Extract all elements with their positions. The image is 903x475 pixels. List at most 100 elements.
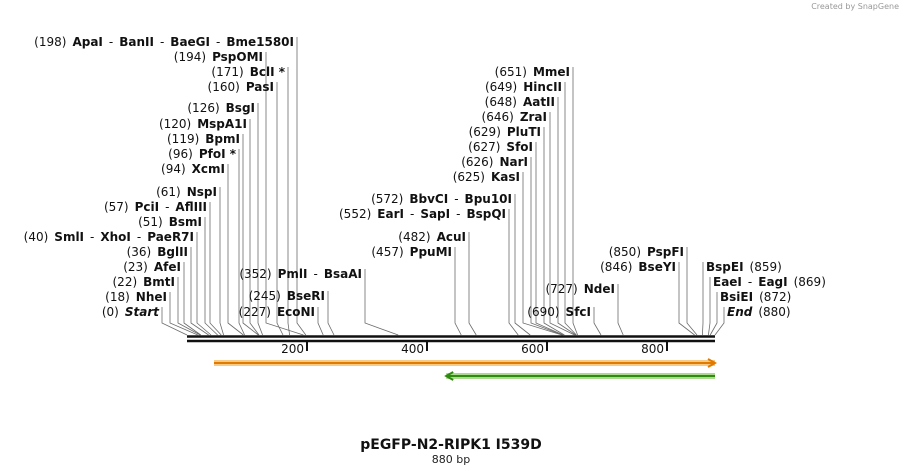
site-label-part: NdeI (578, 282, 615, 296)
site-label-part: PspOMI (206, 50, 263, 64)
site-label: (171) BclI * (211, 65, 285, 79)
site-line (617, 284, 624, 336)
site-line (276, 82, 284, 336)
site-label: BspEI (859) (706, 260, 782, 274)
site-label-part: XhoI (94, 230, 131, 244)
site-label-part: ApaI (66, 35, 102, 49)
axis-ticks: 200 400 600 800 (281, 341, 668, 356)
site-label-part: BpmI (199, 132, 240, 146)
site-line (177, 277, 201, 336)
site-label-part: (40) (24, 230, 49, 244)
features (214, 358, 718, 381)
tick-label: 600 (521, 342, 544, 356)
site-label-part: PfoI * (193, 147, 237, 161)
site-label-part: (22) (113, 275, 138, 289)
site-label: (648) AatII (485, 95, 555, 109)
site-label-part: PluTI (501, 125, 541, 139)
site-label-part: BsgI (220, 101, 255, 115)
site-label: (846) BseYI (600, 260, 676, 274)
site-label: EaeI - EagI (869) (713, 275, 826, 289)
site-label-part: BsaAI (318, 267, 362, 281)
site-label-part: ZraI (514, 110, 547, 124)
site-label-part: (872) (753, 290, 791, 304)
tick-label: 800 (641, 342, 664, 356)
site-label-part: (119) (167, 132, 199, 146)
site-line (227, 164, 244, 336)
site-line (204, 217, 218, 336)
site-label-part: BsmI (163, 215, 202, 229)
site-label: (625) KasI (453, 170, 520, 184)
site-label-part: (94) (161, 162, 186, 176)
site-label-part: (869) (788, 275, 826, 289)
site-label: (126) BsgI (187, 101, 255, 115)
site-line (219, 187, 224, 336)
site-label-part: MspA1I (191, 117, 247, 131)
site-label: (646) ZraI (482, 110, 547, 124)
site-label: (850) PspFI (609, 245, 684, 259)
site-label-part: (690) (527, 305, 559, 319)
site-line (161, 307, 188, 336)
site-label: (194) PspOMI (174, 50, 263, 64)
site-label-part: - (84, 230, 94, 244)
site-label-part: - (159, 200, 169, 214)
site-line (364, 269, 399, 336)
site-label-part: EarI (371, 207, 404, 221)
site-label: (482) AcuI (398, 230, 466, 244)
site-label-part: - (103, 35, 113, 49)
site-line (508, 209, 519, 336)
site-label-part: (629) (469, 125, 501, 139)
site-line (257, 103, 263, 336)
site-label-part: (646) (482, 110, 514, 124)
site-lines (161, 37, 725, 336)
site-line (572, 67, 578, 336)
site-label: (57) PciI - AflIII (104, 200, 207, 214)
site-label-part: PciI (129, 200, 160, 214)
site-label-part: BmtI (137, 275, 175, 289)
site-line (709, 292, 718, 336)
site-label: (690) SfcI (527, 305, 591, 319)
site-line (454, 247, 462, 336)
site-line (327, 291, 335, 336)
site-label: (727) NdeI (545, 282, 615, 296)
site-label-part: BspEI (706, 260, 744, 274)
backbone (187, 335, 715, 343)
site-label: (227) EcoNI (239, 305, 315, 319)
site-label: (61) NspI (156, 185, 217, 199)
site-line (535, 142, 564, 336)
site-label: (649) HincII (485, 80, 562, 94)
site-label: (651) MmeI (495, 65, 570, 79)
site-label-part: (0) (102, 305, 119, 319)
site-line (530, 157, 563, 336)
site-label: (629) PluTI (469, 125, 541, 139)
site-label-part: MmeI (527, 65, 570, 79)
site-label-part: SapI (414, 207, 450, 221)
site-label-part: NarI (493, 155, 528, 169)
site-label: (22) BmtI (113, 275, 176, 289)
site-label-part: (880) (752, 305, 790, 319)
site-line (593, 307, 602, 336)
site-line (522, 172, 563, 336)
site-label-part: HincII (517, 80, 562, 94)
site-line (190, 247, 209, 336)
site-line (714, 307, 725, 336)
site-label: (245) BseRI (249, 289, 325, 303)
site-label-part: AflIII (169, 200, 207, 214)
site-label-part: (198) (34, 35, 66, 49)
site-label-part: BsiEI (720, 290, 753, 304)
plasmid-length: 880 bp (432, 453, 470, 466)
site-label-part: (227) (239, 305, 271, 319)
site-label-part: BclI * (244, 65, 286, 79)
site-label-part: (61) (156, 185, 181, 199)
site-label: (40) SmlI - XhoI - PaeR7I (24, 230, 194, 244)
site-label-part: - (210, 35, 220, 49)
site-label-part: EagI (752, 275, 787, 289)
site-label-part: (120) (159, 117, 191, 131)
site-line (557, 97, 577, 336)
site-line (543, 127, 565, 336)
site-label: (94) XcmI (161, 162, 225, 176)
site-label: BsiEI (872) (720, 290, 791, 304)
site-label: (627) SfoI (468, 140, 533, 154)
site-label-part: - (404, 207, 414, 221)
green-arrow-head (444, 371, 454, 381)
site-label: End (880) (727, 305, 791, 319)
